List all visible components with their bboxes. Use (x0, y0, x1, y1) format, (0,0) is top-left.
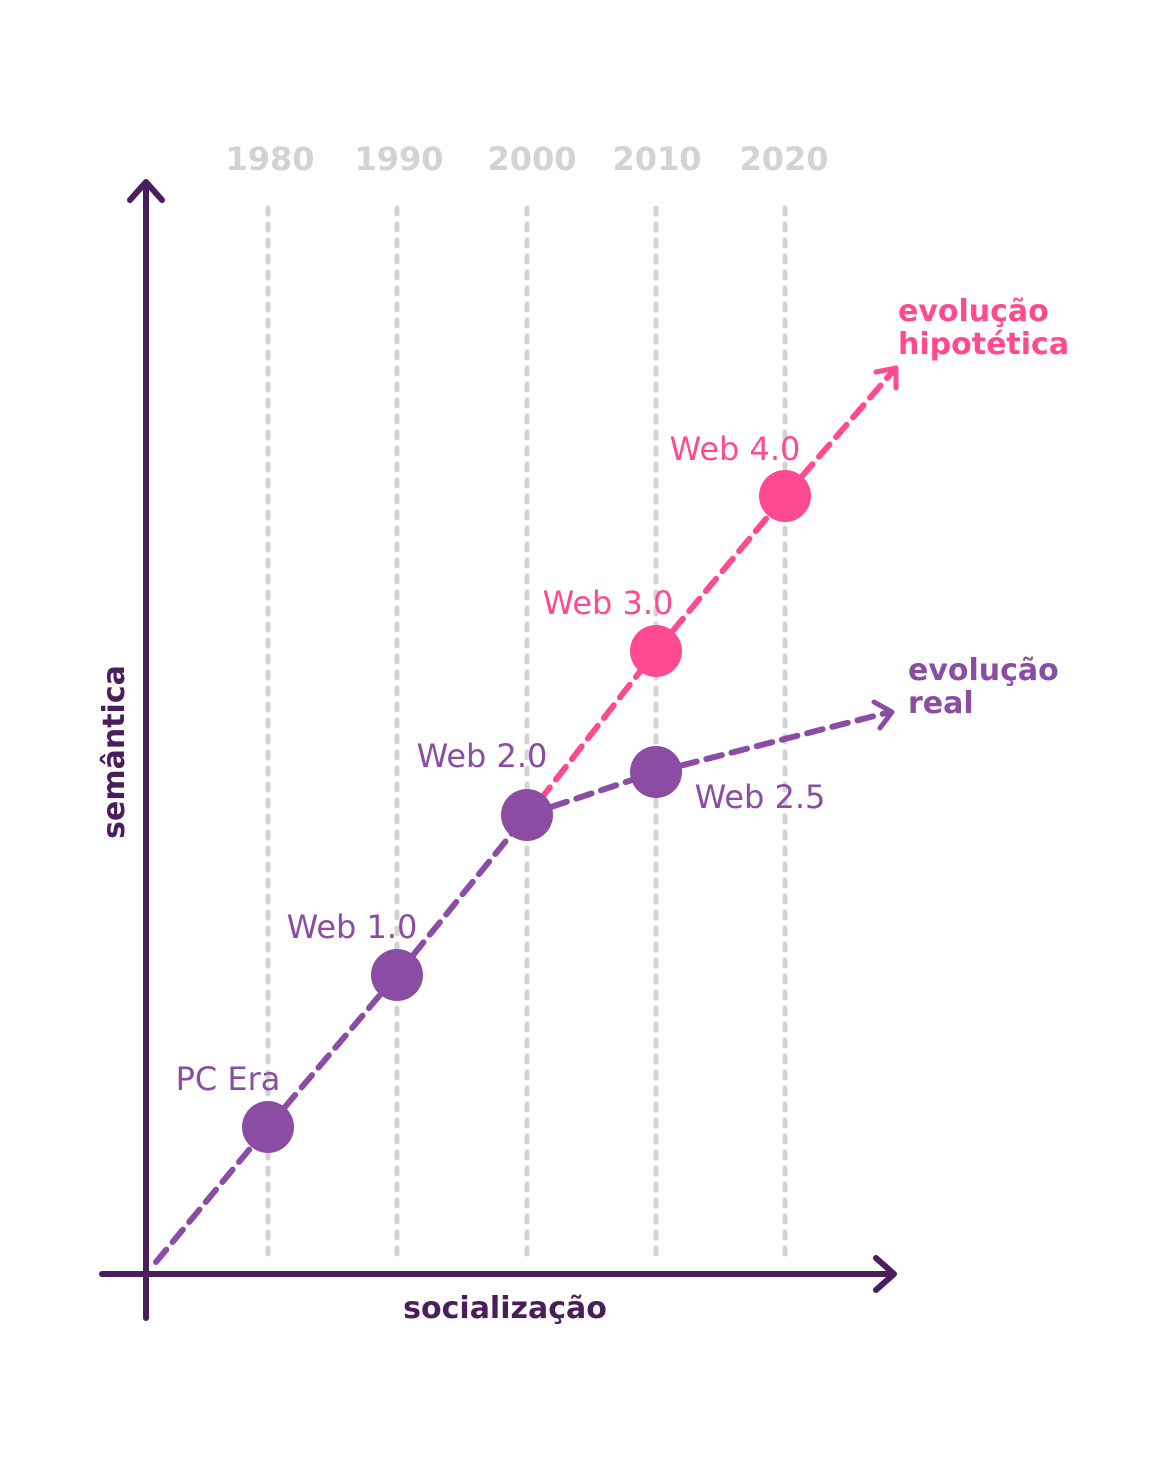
node-web-1 (371, 949, 423, 1001)
label-web-3: Web 3.0 (543, 584, 674, 622)
year-labels: 1980 1990 2000 2010 2020 (225, 140, 828, 178)
y-axis-label: semântica (97, 665, 132, 839)
x-axis-arrowhead (873, 1255, 897, 1293)
y-axis-arrowhead (127, 179, 165, 203)
path-segment-web-1-web-2 (394, 812, 530, 978)
node-web-2 (501, 789, 553, 841)
real-label-line1: evolução (908, 653, 1059, 688)
label-web-1: Web 1.0 (287, 908, 418, 946)
path-segment-web-2-web-3 (537, 648, 659, 803)
hypothetical-label-line1: evolução (898, 294, 1049, 329)
path-segment-web-25-arrow (653, 709, 893, 775)
year-gridlines (265, 205, 788, 1265)
year-label-2020: 2020 (739, 140, 828, 178)
label-pc-era: PC Era (176, 1060, 281, 1098)
hypothetical-label-line2: hipotética (898, 327, 1069, 362)
path-segment-origin-pc-era (153, 1124, 271, 1265)
real-label-line2: real (908, 686, 974, 721)
year-label-1980: 1980 (225, 140, 314, 178)
path-labels: evolução hipotética evolução real (898, 294, 1069, 721)
label-web-2: Web 2.0 (417, 737, 548, 775)
real-path-arrowhead (871, 699, 895, 731)
milestone-nodes (242, 470, 811, 1153)
year-label-2010: 2010 (612, 140, 701, 178)
node-web-4 (759, 470, 811, 522)
path-segment-web-3-web-4 (653, 493, 788, 654)
axes (99, 179, 897, 1321)
year-label-2000: 2000 (487, 140, 576, 178)
node-web-3 (630, 625, 682, 677)
hypothetical-path-arrowhead (873, 365, 899, 391)
label-web-25: Web 2.5 (695, 778, 826, 816)
node-pc-era (242, 1101, 294, 1153)
year-label-1990: 1990 (354, 140, 443, 178)
hypothetical-evolution-path (537, 365, 899, 803)
x-axis-label: socialização (403, 1291, 607, 1326)
path-segment-web-4-arrow (782, 367, 897, 499)
label-web-4: Web 4.0 (670, 430, 801, 468)
node-web-25 (630, 746, 682, 798)
milestone-labels: PC Era Web 1.0 Web 2.0 Web 2.5 Web 3.0 W… (176, 430, 826, 1098)
path-segment-pc-era-web-1 (265, 972, 400, 1130)
